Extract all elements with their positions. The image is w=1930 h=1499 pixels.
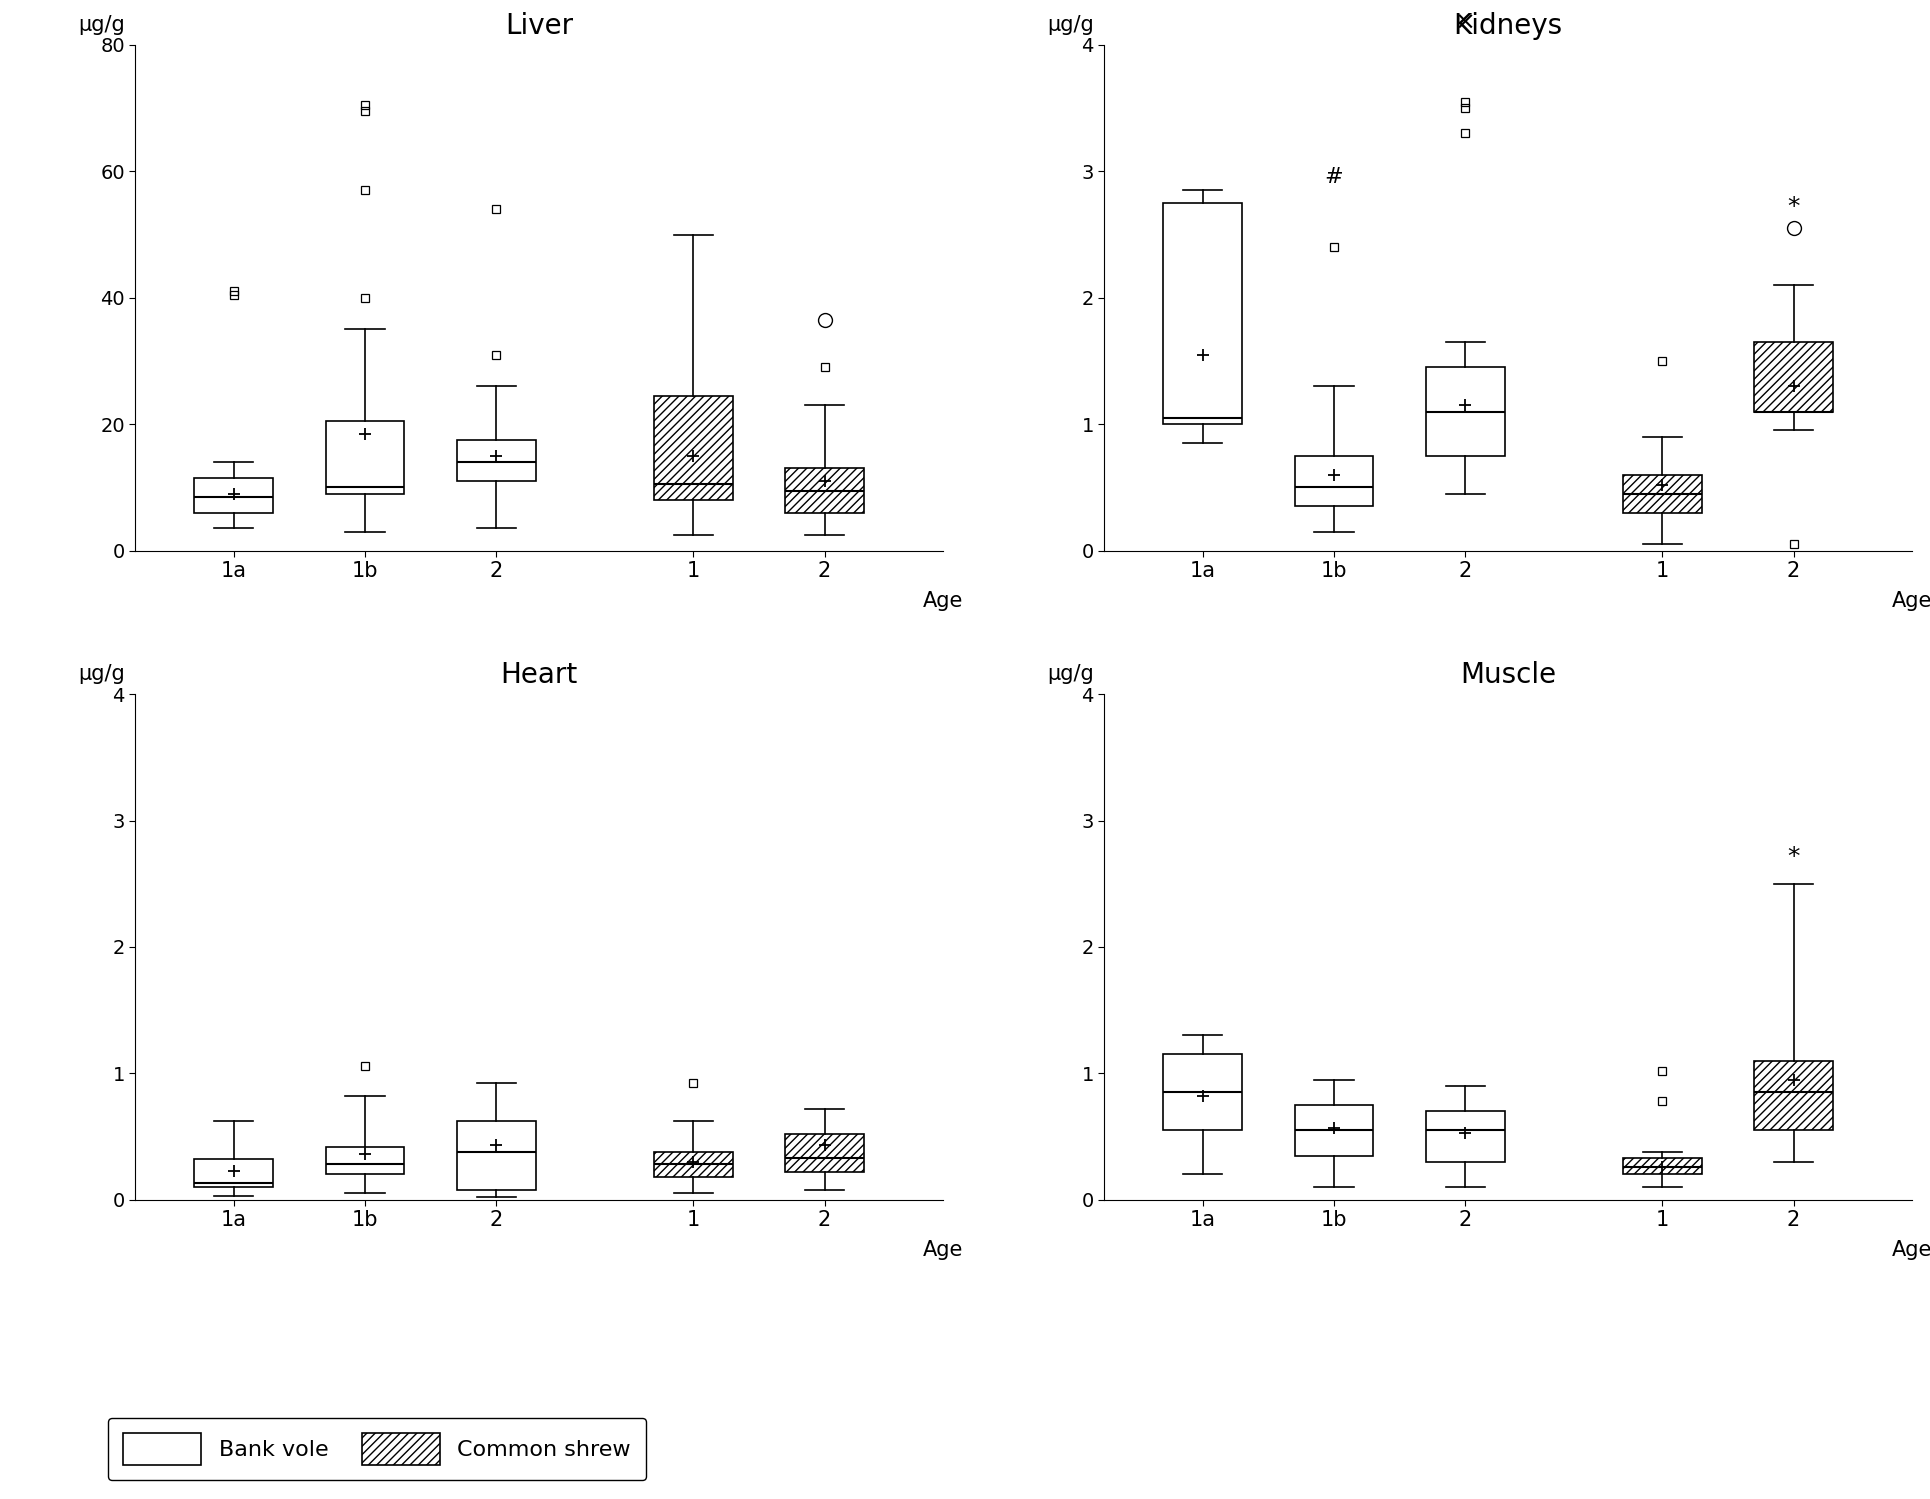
PathPatch shape [1293, 1105, 1372, 1156]
Text: μg/g: μg/g [79, 664, 125, 684]
PathPatch shape [457, 441, 535, 481]
X-axis label: Age: Age [923, 591, 963, 612]
PathPatch shape [1621, 1159, 1700, 1174]
PathPatch shape [326, 1147, 403, 1174]
PathPatch shape [1162, 1054, 1241, 1130]
PathPatch shape [1752, 342, 1832, 412]
PathPatch shape [326, 421, 403, 493]
Text: #: # [1324, 166, 1343, 186]
Title: Muscle: Muscle [1459, 661, 1556, 690]
Text: μg/g: μg/g [1048, 15, 1094, 34]
Legend: Bank vole, Common shrew: Bank vole, Common shrew [108, 1418, 647, 1481]
PathPatch shape [654, 396, 731, 501]
PathPatch shape [654, 1151, 731, 1177]
PathPatch shape [1752, 1061, 1832, 1130]
PathPatch shape [195, 1159, 272, 1187]
PathPatch shape [195, 478, 272, 513]
X-axis label: Age: Age [1891, 1240, 1930, 1261]
PathPatch shape [786, 1135, 863, 1172]
PathPatch shape [1424, 1111, 1503, 1162]
Text: μg/g: μg/g [1048, 664, 1094, 684]
PathPatch shape [1621, 475, 1700, 513]
Text: *: * [1787, 844, 1799, 868]
X-axis label: Age: Age [1891, 591, 1930, 612]
Title: Kidneys: Kidneys [1453, 12, 1561, 40]
PathPatch shape [1162, 202, 1241, 424]
Text: μg/g: μg/g [79, 15, 125, 34]
PathPatch shape [1293, 456, 1372, 507]
X-axis label: Age: Age [923, 1240, 963, 1261]
Title: Liver: Liver [504, 12, 573, 40]
Text: *: * [1787, 195, 1799, 219]
Title: Heart: Heart [500, 661, 577, 690]
PathPatch shape [786, 468, 863, 513]
Text: ×: × [1453, 10, 1475, 34]
PathPatch shape [457, 1121, 535, 1190]
PathPatch shape [1424, 367, 1503, 456]
